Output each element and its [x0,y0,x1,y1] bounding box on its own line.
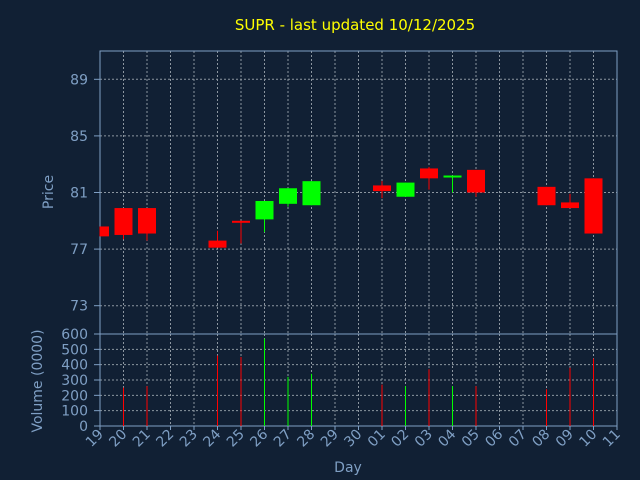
volume-tick-label: 300 [61,373,88,389]
price-tick-label: 73 [70,299,88,315]
volume-tick-label: 200 [61,388,88,404]
volume-tick-label: 0 [79,419,88,435]
volume-tick-label: 400 [61,358,88,374]
candle-body [232,220,250,223]
price-tick-label: 85 [70,129,88,145]
volume-tick-label: 600 [61,327,88,343]
price-tick-label: 89 [70,72,88,88]
candle-body [467,169,485,193]
candle-body [114,208,133,235]
chart-title: SUPR - last updated 10/12/2025 [235,16,475,34]
candle-body [443,175,462,178]
candle-body [420,168,438,179]
candle-body [373,185,391,192]
volume-tick-label: 500 [61,342,88,358]
x-axis-label: Day [334,460,362,476]
candle-body [561,202,579,209]
candle-body [279,188,297,204]
volume-axis-label: Volume (0000) [30,329,46,432]
price-panel: 73 77 81 85 89 [70,50,618,335]
candle-body [584,178,603,234]
candle-body [255,200,274,220]
candle-body [138,208,156,234]
candle-body [302,181,321,206]
price-axis-label: Price [41,175,57,209]
price-tick-label: 77 [70,242,88,258]
candle-body [537,186,556,206]
volume-tick-label: 100 [61,404,88,420]
x-axis: 19 20 21 22 23 24 25 26 27 28 29 30 01 02 03 04 05 06 07 08… [83,426,624,450]
candle-body [396,182,415,197]
price-tick-label: 81 [70,186,88,202]
candle-body [208,240,227,248]
candle-body [100,226,109,237]
